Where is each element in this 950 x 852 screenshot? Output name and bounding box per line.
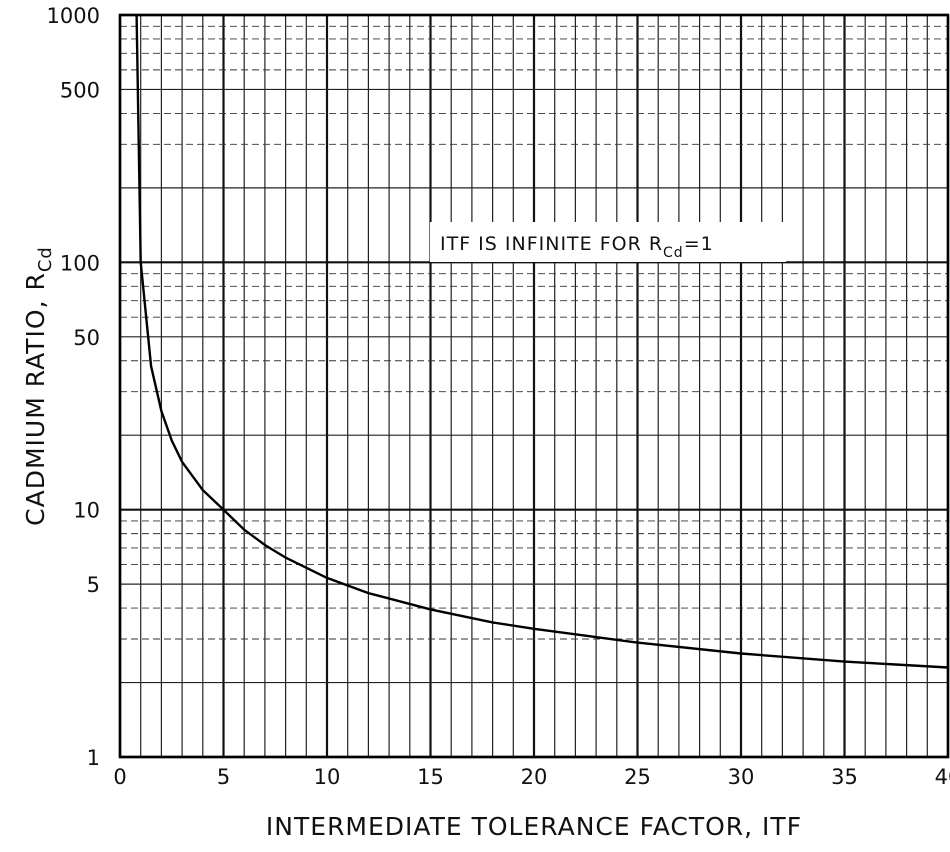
x-tick-label: 0 bbox=[113, 765, 126, 789]
x-tick-label: 5 bbox=[217, 765, 230, 789]
x-tick-label: 20 bbox=[521, 765, 548, 789]
y-tick-label: 1 bbox=[87, 746, 100, 770]
y-tick-label: 10 bbox=[73, 499, 100, 523]
x-tick-labels: 0 5 10 15 20 25 30 35 40 bbox=[113, 765, 950, 789]
annotation-backing bbox=[430, 222, 786, 262]
y-axis-title: CADMIUM RATIO, RCd bbox=[21, 246, 56, 526]
y-tick-labels: 1 5 10 50 100 500 1000 bbox=[47, 4, 100, 770]
x-tick-label: 15 bbox=[417, 765, 444, 789]
y-tick-label: 100 bbox=[60, 251, 100, 275]
x-tick-label: 10 bbox=[314, 765, 341, 789]
x-axis-title: INTERMEDIATE TOLERANCE FACTOR, ITF bbox=[266, 812, 802, 841]
series-curve bbox=[135, 14, 949, 669]
y-tick-label: 50 bbox=[73, 326, 100, 350]
x-tick-label: 40 bbox=[935, 765, 950, 789]
grid bbox=[118, 13, 950, 759]
y-tick-label: 500 bbox=[60, 78, 100, 102]
plot-frame bbox=[118, 13, 950, 759]
y-tick-label: 5 bbox=[87, 573, 100, 597]
x-tick-label: 25 bbox=[624, 765, 651, 789]
x-tick-label: 35 bbox=[831, 765, 858, 789]
y-tick-label: 1000 bbox=[47, 4, 100, 28]
x-tick-label: 30 bbox=[728, 765, 755, 789]
annotation: ITF IS INFINITE FOR RCd=1 bbox=[440, 233, 714, 261]
